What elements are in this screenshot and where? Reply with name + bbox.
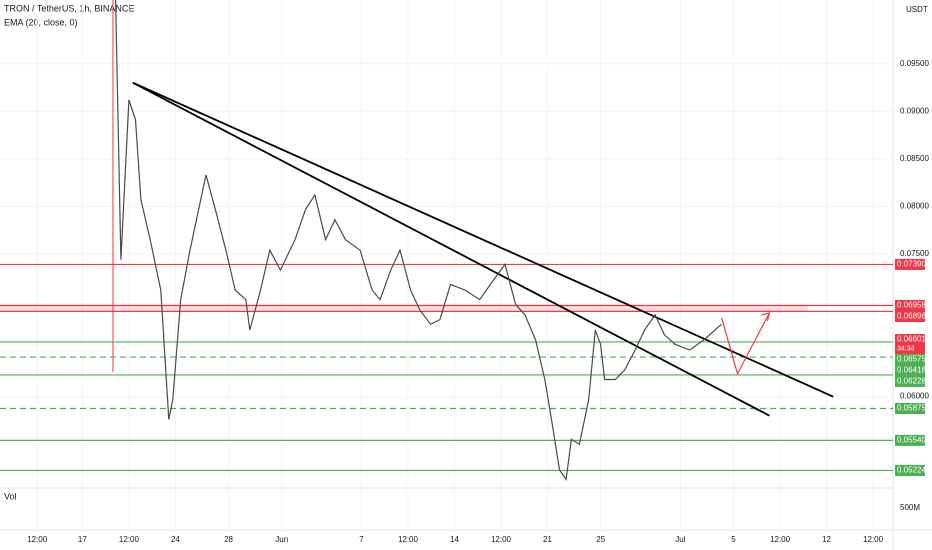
x-tick-label: 7: [359, 535, 364, 544]
x-tick-label: 12:00: [770, 535, 791, 544]
level-label-box: [895, 434, 925, 446]
trendline: [132, 81, 834, 398]
y-tick-label: 0.09000: [900, 106, 929, 115]
x-tick-label: 28: [224, 535, 233, 544]
x-tick-label: 12: [822, 535, 831, 544]
level-label: 0.06601: [897, 335, 926, 344]
y-tick-label: 0.07500: [900, 249, 929, 258]
x-tick-label: 25: [596, 535, 605, 544]
y-tick-label: 0.09500: [900, 59, 929, 68]
x-tick-label: 17: [78, 535, 87, 544]
x-tick-label: 12:00: [27, 535, 48, 544]
level-label-box: [895, 300, 925, 312]
level-label-box: [895, 258, 925, 270]
projection-arrowhead: [761, 312, 771, 322]
volume-label: Vol: [4, 491, 17, 501]
y-tick-label: 0.08000: [900, 202, 929, 211]
x-tick-label: 12:00: [863, 535, 884, 544]
price-line: [115, 0, 722, 482]
level-label: 0.06896: [897, 312, 926, 321]
level-label-box: [895, 375, 925, 387]
level-label-box: [895, 464, 925, 476]
level-label: 0.05540: [897, 436, 926, 445]
level-label: 0.07390: [897, 260, 926, 269]
trendline: [132, 81, 770, 417]
chart-title: TRON / TetherUS, 1h, BINANCE: [4, 3, 134, 13]
currency-label: USDT: [906, 5, 928, 14]
level-label-box: [895, 311, 925, 323]
level-label-box: [895, 353, 925, 365]
x-tick-label: 21: [543, 535, 552, 544]
x-tick-label: 5: [731, 535, 736, 544]
projection-path: [721, 312, 770, 376]
x-tick-label: 12:00: [398, 535, 419, 544]
level-label: 0.06575: [897, 355, 926, 364]
x-tick-label: Jun: [275, 535, 288, 544]
level-label: 0.05875: [897, 404, 926, 413]
level-label: 0.06228: [897, 377, 926, 386]
x-tick-label: 14: [450, 535, 459, 544]
level-label: 0.06958: [897, 301, 926, 310]
x-tick-label: Jul: [675, 535, 685, 544]
x-tick-label: 12:00: [119, 535, 140, 544]
y-tick-label: 0.06000: [900, 392, 929, 401]
resistance-zone: [0, 305, 808, 312]
x-tick-label: 24: [171, 535, 180, 544]
indicator-label: EMA (20, close, 0): [4, 17, 78, 27]
countdown-label: 34:34: [897, 345, 915, 352]
level-label-box: [895, 403, 925, 415]
y-tick-label: 0.08500: [900, 154, 929, 163]
level-label-box: [895, 333, 925, 354]
level-label-box: [895, 364, 925, 376]
level-label: 0.06416: [897, 366, 926, 375]
x-tick-label: 12:00: [491, 535, 512, 544]
level-label: 0.05224: [897, 466, 926, 475]
volume-tick: 500M: [900, 503, 920, 512]
